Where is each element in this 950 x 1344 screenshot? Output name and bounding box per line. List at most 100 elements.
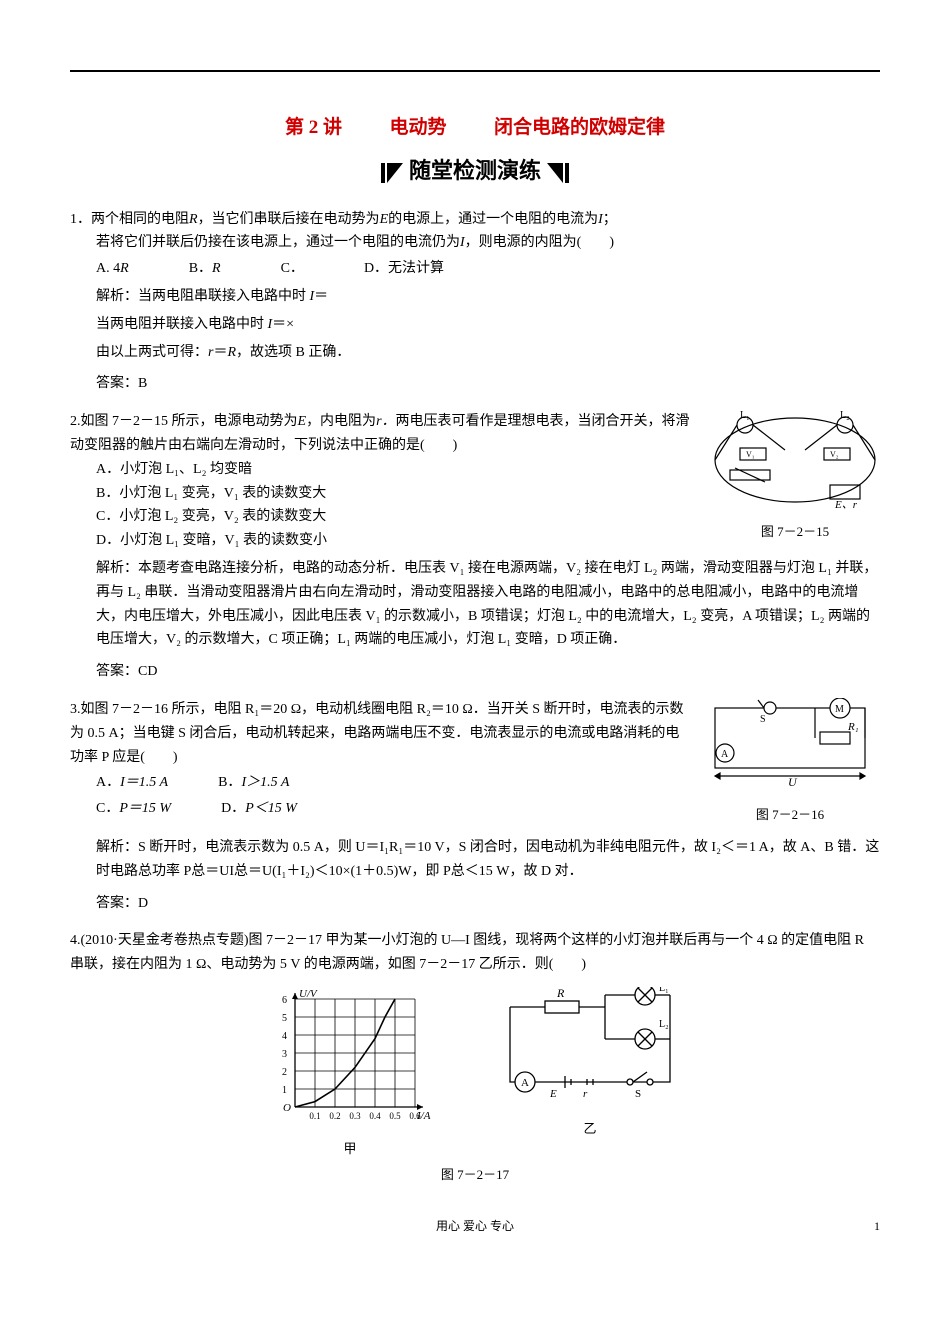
- svg-text:V₁: V₁: [746, 450, 755, 459]
- topic-1: 电动势: [389, 117, 446, 138]
- q3-fig-caption: 图 7－2－16: [700, 804, 880, 826]
- svg-text:U: U: [788, 775, 798, 789]
- q3-C-val: P＝15 W: [119, 801, 171, 816]
- q4-src: (2010·天星金考卷热点专题): [81, 933, 249, 948]
- q1-ana1a: 解析：当两电阻串联接入电路中时: [96, 289, 310, 304]
- svg-text:L₁: L₁: [659, 987, 669, 994]
- q3-circuit-diagram: S M R₁ A U: [700, 698, 880, 793]
- question-3: S M R₁ A U 图 7－2－16 3.如图 7－2－16 所示，电阻 R₁…: [70, 698, 880, 915]
- svg-text:2: 2: [282, 1067, 287, 1078]
- q1-ana3: 由以上两式可得：r＝R，故选项 B 正确．: [96, 341, 880, 365]
- q1-t4: ；: [603, 212, 617, 227]
- question-4: 4.(2010·天星金考卷热点专题)图 7－2－17 甲为某一小灯泡的 U—I …: [70, 929, 880, 1186]
- q3-analysis: 解析：S 断开时，电流表示数为 0.5 A，则 U＝I₁R₁＝10 V，S 闭合…: [96, 836, 880, 884]
- svg-text:0.2: 0.2: [329, 1111, 340, 1121]
- q1-ana3b: ＝: [213, 345, 227, 360]
- svg-text:M: M: [835, 704, 844, 715]
- q1-optC: C．: [281, 257, 304, 281]
- svg-text:0.4: 0.4: [369, 1111, 381, 1121]
- q2-num: 2.: [70, 414, 81, 429]
- svg-text:A: A: [521, 1077, 529, 1089]
- q1-stem: 1．两个相同的电阻R，当它们串联后接在电动势为E的电源上，通过一个电阻的电流为I…: [70, 208, 880, 232]
- q1-line2: 若将它们并联后仍接在该电源上，通过一个电阻的电流仍为I，则电源的内阻为( ): [96, 231, 880, 255]
- q4-circuit-wrap: R L₁ L₂ A E r S 乙: [495, 987, 685, 1160]
- q1-ana3-R: R: [227, 345, 236, 360]
- q1-E: E: [380, 212, 389, 227]
- q3-B-label: B．: [218, 775, 241, 790]
- q3-D-label: D．: [221, 801, 245, 816]
- q3-ans-val: D: [138, 896, 148, 911]
- svg-text:E、r: E、r: [834, 499, 858, 510]
- q1-l2a: 若将它们并联后仍接在该电源上，通过一个电阻的电流仍为: [96, 235, 460, 250]
- q4-caption-left: 甲: [265, 1138, 435, 1160]
- q4-circuit-diagram: R L₁ L₂ A E r S: [495, 987, 685, 1107]
- svg-text:3: 3: [282, 1049, 287, 1060]
- q3-answer: 答案：D: [96, 892, 880, 916]
- q4-chart-wrap: 1234560.10.20.30.40.50.6OU/VI/A 甲: [265, 987, 435, 1160]
- q3-B-val: I＞1.5 A: [241, 775, 289, 790]
- question-2: L₁ L₂ V₁ V₂ E、r 图 7－2－15 2.如图 7－2－15 所示，…: [70, 410, 880, 684]
- svg-text:S: S: [635, 1088, 641, 1100]
- q1-optB: B．R: [189, 257, 221, 281]
- section-banner: 随堂检测演练: [70, 152, 880, 189]
- q1-ana2a: 当两电阻并联接入电路中时: [96, 317, 268, 332]
- q1-optA-label: A. 4: [96, 261, 120, 276]
- q1-optB-R: R: [212, 261, 221, 276]
- q1-optA-R: R: [120, 261, 129, 276]
- q3-options-row1: A．I＝1.5 A B．I＞1.5 A: [96, 771, 690, 795]
- q3-optB: B．I＞1.5 A: [218, 771, 289, 795]
- q1-answer: 答案：B: [96, 372, 880, 396]
- q1-options: A. 4R B．R C． D．无法计算: [96, 257, 880, 281]
- q2-t1: 如图 7－2－15 所示，电源电动势为: [81, 414, 298, 429]
- q2-circuit-diagram: L₁ L₂ V₁ V₂ E、r: [710, 410, 880, 510]
- q1-ans-val: B: [138, 376, 147, 391]
- q1-t2: ，当它们串联后接在电动势为: [198, 212, 380, 227]
- svg-text:U/V: U/V: [299, 988, 318, 1000]
- lecture-label: 第 2 讲: [285, 117, 342, 138]
- svg-text:4: 4: [282, 1031, 287, 1042]
- q3-figure: S M R₁ A U 图 7－2－16: [700, 698, 880, 826]
- q2-fig-caption: 图 7－2－15: [710, 521, 880, 543]
- svg-text:0.1: 0.1: [309, 1111, 320, 1121]
- topic-2: 闭合电路的欧姆定律: [494, 117, 665, 138]
- banner-right-icon: [547, 163, 569, 183]
- svg-text:S: S: [760, 714, 766, 725]
- question-1: 1．两个相同的电阻R，当它们串联后接在电动势为E的电源上，通过一个电阻的电流为I…: [70, 208, 880, 397]
- q3-options-row2: C．P＝15 W D．P＜15 W: [96, 797, 690, 821]
- svg-text:E: E: [549, 1088, 557, 1100]
- q4-caption-right: 乙: [495, 1118, 685, 1140]
- svg-text:L₂: L₂: [840, 410, 850, 421]
- banner-left-icon: [381, 163, 403, 183]
- svg-text:I/A: I/A: [416, 1110, 431, 1122]
- svg-text:L₁: L₁: [740, 410, 750, 421]
- q2-figure: L₁ L₂ V₁ V₂ E、r 图 7－2－15: [710, 410, 880, 543]
- q2-analysis: 解析：本题考查电路连接分析，电路的动态分析．电压表 V₁ 接在电源两端，V₂ 接…: [96, 557, 880, 652]
- banner-text: 随堂检测演练: [409, 158, 541, 183]
- q1-ana3c: ，故选项 B 正确．: [236, 345, 350, 360]
- svg-text:r: r: [583, 1088, 588, 1100]
- q1-R: R: [189, 212, 198, 227]
- top-rule: [70, 70, 880, 72]
- q1-ana2b: ＝×: [272, 317, 294, 332]
- svg-text:V₂: V₂: [830, 450, 839, 459]
- q3-C-label: C．: [96, 801, 119, 816]
- q2-ans-val: CD: [138, 664, 157, 679]
- q1-optA: A. 4R: [96, 257, 129, 281]
- lecture-title: 第 2 讲 电动势 闭合电路的欧姆定律: [70, 112, 880, 144]
- q1-t3: 的电源上，通过一个电阻的电流为: [388, 212, 598, 227]
- svg-text:R: R: [556, 987, 565, 1000]
- q3-D-val: P＜15 W: [245, 801, 297, 816]
- svg-text:0.5: 0.5: [389, 1111, 401, 1121]
- q2-ans-label: 答案：: [96, 664, 138, 679]
- q3-num: 3.: [70, 702, 81, 717]
- q4-figures: 1234560.10.20.30.40.50.6OU/VI/A 甲 R L₁ L…: [70, 987, 880, 1160]
- q3-text: 如图 7－2－16 所示，电阻 R₁＝20 Ω，电动机线圈电阻 R₂＝10 Ω．…: [70, 702, 684, 765]
- q1-optB-label: B．: [189, 261, 212, 276]
- page-footer: 用心 爱心 专心 1: [70, 1216, 880, 1236]
- q3-A-val: I＝1.5 A: [120, 775, 168, 790]
- q1-ans-label: 答案：: [96, 376, 138, 391]
- q1-optD: D．无法计算: [364, 257, 444, 281]
- q3-optC: C．P＝15 W: [96, 797, 171, 821]
- q2-t2: ，内电阻为: [306, 414, 376, 429]
- q4-num: 4.: [70, 933, 81, 948]
